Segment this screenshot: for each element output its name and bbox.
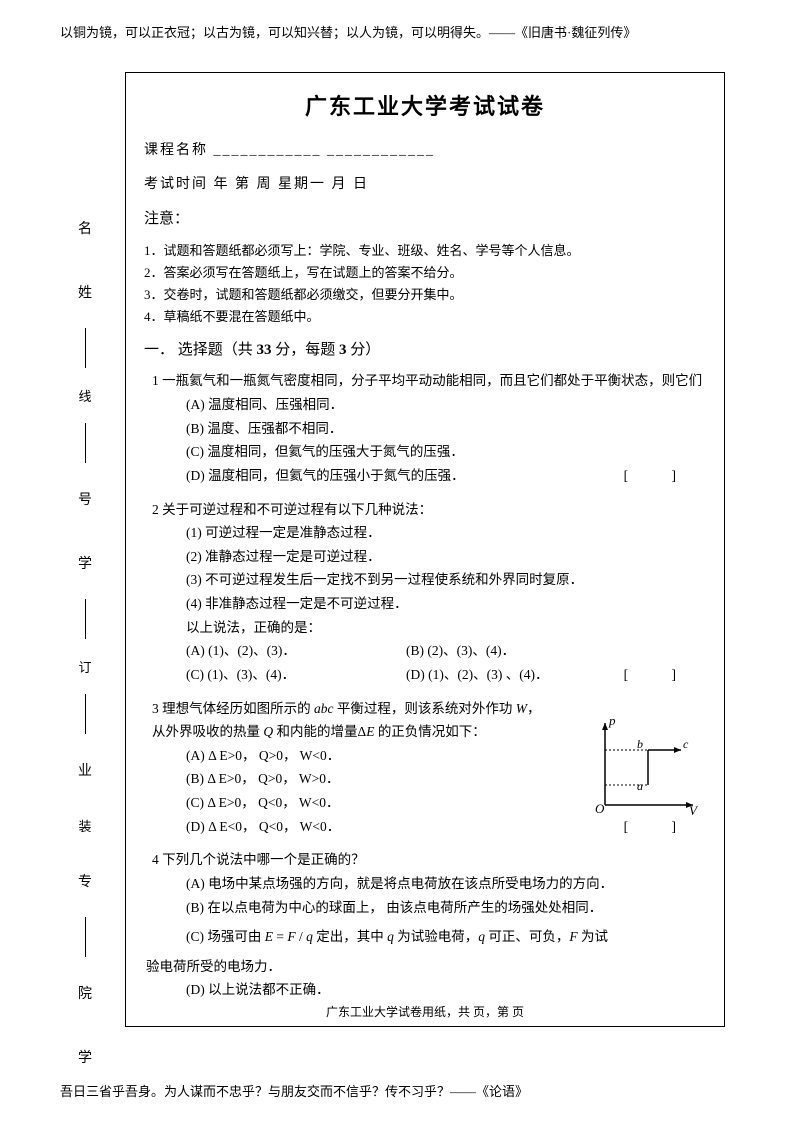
q4-opt-d: (D) 以上说法都不正确． <box>186 978 706 1002</box>
q1-opt-b: (B) 温度、压强都不相同． <box>186 417 706 441</box>
margin-line <box>85 599 86 639</box>
course-label: 课程名称 <box>144 143 208 158</box>
q2-opt-c: (C) (1)、(3)、(4)． <box>186 663 406 687</box>
margin-line <box>85 917 86 957</box>
q2-sub: (1) 可逆过程一定是准静态过程． <box>186 521 706 545</box>
bottom-quote: 吾日三省乎吾身。为人谋而不忠乎？与朋友交而不信乎？传不习乎？——《论语》 <box>60 1081 733 1100</box>
time-text: 年 第 周 星期一 月 日 <box>214 177 370 192</box>
margin-label: 业 <box>78 760 92 780</box>
dash-label: 订 <box>78 657 91 676</box>
question-1: 1 一瓶氦气和一瓶氮气密度相同，分子平均平动动能相同，而且它们都处于平衡状态，则… <box>144 369 706 487</box>
q2-sub: (4) 非准静态过程一定是不可逆过程． <box>186 592 706 616</box>
q4-options: (A) 电场中某点场强的方向，就是将点电荷放在该点所受电场力的方向． (B) 在… <box>144 872 706 1002</box>
axis-v-label: V <box>689 803 698 815</box>
page-footer: 广东工业大学试卷用纸，共 页，第 页 <box>126 1003 724 1020</box>
answer-bracket: [ ] <box>624 815 696 839</box>
exam-title: 广东工业大学考试试卷 <box>144 89 706 121</box>
q2-stem: 2 关于可逆过程和不可逆过程有以下几种说法： <box>144 498 706 522</box>
q2-sub: (2) 准静态过程一定是可逆过程． <box>186 545 706 569</box>
q1-opt-a: (A) 温度相同、压强相同． <box>186 393 706 417</box>
question-4: 4 下列几个说法中哪一个是正确的？ (A) 电场中某点场强的方向，就是将点电荷放… <box>144 848 706 1002</box>
margin-label: 姓 <box>78 282 92 302</box>
q1-opt-c: (C) 温度相同，但氦气的压强大于氮气的压强． <box>186 440 706 464</box>
q1-stem: 1 一瓶氦气和一瓶氮气密度相同，分子平均平动动能相同，而且它们都处于平衡状态，则… <box>144 369 706 393</box>
origin-label: O <box>595 801 605 815</box>
q2-opt-b: (B) (2)、(3)、(4)． <box>406 639 626 663</box>
axis-p-label: p <box>608 715 616 728</box>
notice-item: 2．答案必须写在答题纸上，写在试题上的答案不给分。 <box>144 262 706 284</box>
margin-label: 专 <box>78 871 92 891</box>
q2-sub: (3) 不可逆过程发生后一定找不到另一过程使系统和外界同时复原． <box>186 568 706 592</box>
point-b-label: b <box>637 737 643 751</box>
notice-title: 注意： <box>144 207 706 228</box>
time-label: 考试时间 <box>144 177 208 192</box>
q4-opt-a: (A) 电场中某点场强的方向，就是将点电荷放在该点所受电场力的方向． <box>186 872 706 896</box>
q4-stem: 4 下列几个说法中哪一个是正确的？ <box>144 848 706 872</box>
q4-opt-c: (C) 场强可由 E = F / q 定出，其中 q 为试验电荷，q 可正、可负… <box>186 925 706 949</box>
q2-opt-d: (D) (1)、(2)、(3) 、(4)． <box>406 663 626 687</box>
answer-bracket: [ ] <box>624 663 696 687</box>
question-2: 2 关于可逆过程和不可逆过程有以下几种说法： (1) 可逆过程一定是准静态过程．… <box>144 498 706 687</box>
q2-subs: (1) 可逆过程一定是准静态过程． (2) 准静态过程一定是可逆过程． (3) … <box>144 521 706 639</box>
section-title: 一． 选择题（共 33 分，每题 3 分） <box>144 338 706 359</box>
q2-opt-a: (A) (1)、(2)、(3)． <box>186 639 406 663</box>
course-line: 课程名称 ____________ ____________ <box>144 139 706 159</box>
dash-label: 装 <box>78 816 91 835</box>
margin-line <box>85 423 86 463</box>
exam-paper: 广东工业大学考试试卷 课程名称 ____________ ___________… <box>125 72 725 1027</box>
notice-item: 3．交卷时，试题和答题纸都必须缴交，但要分开集中。 <box>144 284 706 306</box>
margin-label: 学 <box>78 553 92 573</box>
notice-list: 1．试题和答题纸都必须写上：学院、专业、班级、姓名、学号等个人信息。 2．答案必… <box>144 240 706 328</box>
notice-item: 4．草稿纸不要混在答题纸中。 <box>144 306 706 328</box>
answer-bracket: [ ] <box>624 464 696 488</box>
q4-opt-c-cont: 验电荷所受的电场力． <box>146 955 706 979</box>
point-a-label: a <box>637 779 643 793</box>
dash-label: 线 <box>78 386 91 405</box>
time-line: 考试时间 年 第 周 星期一 月 日 <box>144 173 706 193</box>
pv-diagram: p V O a b c <box>593 715 698 815</box>
binding-margin: 名 姓 线 号 学 订 业 装 专 院 学 <box>70 200 100 1085</box>
course-blank: ____________ ____________ <box>214 143 436 158</box>
q1-options: (A) 温度相同、压强相同． (B) 温度、压强都不相同． (C) 温度相同，但… <box>144 393 706 488</box>
margin-label: 院 <box>78 983 92 1003</box>
q2-sub-tail: 以上说法，正确的是： <box>186 616 706 640</box>
margin-label: 学 <box>78 1047 92 1067</box>
q4-opt-b: (B) 在以点电荷为中心的球面上， 由该点电荷所产生的场强处处相同． <box>186 896 706 920</box>
margin-label: 名 <box>78 218 92 238</box>
margin-line <box>85 328 86 368</box>
question-3: 3 理想气体经历如图所示的 abc 平衡过程，则该系统对外作功 W， 从外界吸收… <box>144 697 706 839</box>
top-quote: 以铜为镜，可以正衣冠；以古为镜，可以知兴替；以人为镜，可以明得失。——《旧唐书·… <box>60 22 733 41</box>
q2-options: (A) (1)、(2)、(3)． (B) (2)、(3)、(4)． (C) (1… <box>144 639 706 686</box>
point-c-label: c <box>683 737 689 751</box>
notice-item: 1．试题和答题纸都必须写上：学院、专业、班级、姓名、学号等个人信息。 <box>144 240 706 262</box>
margin-line <box>85 694 86 734</box>
margin-label: 号 <box>78 489 92 509</box>
